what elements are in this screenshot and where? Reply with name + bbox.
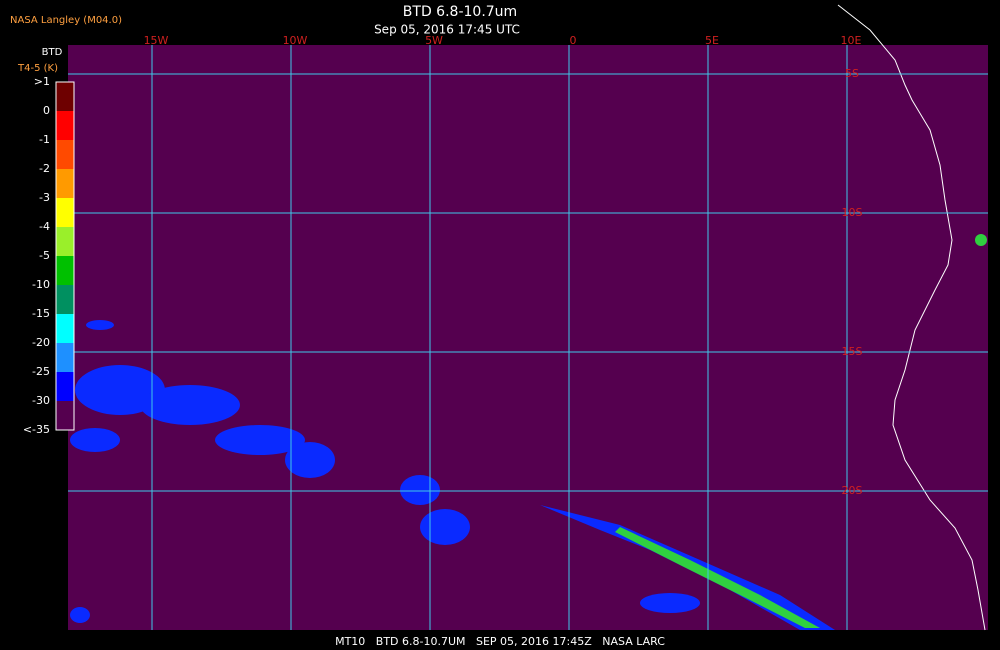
source-label: NASA Langley (M04.0) — [10, 15, 122, 26]
legend-label: -30 — [32, 394, 50, 407]
lat-label: 15S — [842, 345, 863, 358]
cloud — [70, 428, 120, 452]
map-area — [68, 45, 988, 630]
legend-frame — [55, 81, 75, 431]
legend-swatch — [56, 256, 74, 285]
legend-swatch — [56, 169, 74, 198]
legend-label: -10 — [32, 278, 50, 291]
cloud — [975, 234, 987, 246]
cloud — [140, 385, 240, 425]
title: BTD 6.8-10.7um — [403, 4, 517, 20]
lon-label: 0 — [570, 34, 577, 47]
cloud — [400, 475, 440, 505]
subtitle: Sep 05, 2016 17:45 UTC — [374, 23, 520, 37]
cloud — [86, 320, 114, 330]
lon-label: 10E — [841, 34, 862, 47]
legend-swatch — [56, 227, 74, 256]
lon-label: 10W — [283, 34, 308, 47]
legend-label: <-35 — [23, 423, 50, 436]
lon-label: 5E — [705, 34, 719, 47]
legend-swatch — [56, 343, 74, 372]
cloud — [70, 607, 90, 623]
legend-label: -1 — [39, 133, 50, 146]
legend-swatch — [56, 140, 74, 169]
legend-label: -2 — [39, 162, 50, 175]
legend-label: -20 — [32, 336, 50, 349]
legend-swatch — [56, 372, 74, 401]
cloud — [215, 425, 305, 455]
cloud — [640, 593, 700, 613]
lon-label: 5W — [425, 34, 443, 47]
cloud — [420, 509, 470, 545]
legend-label: -5 — [39, 249, 50, 262]
cloud — [285, 442, 335, 478]
legend-label: -3 — [39, 191, 50, 204]
legend-swatch — [56, 198, 74, 227]
lon-label: 15W — [144, 34, 169, 47]
graticule — [68, 45, 988, 630]
legend-swatch — [56, 82, 74, 111]
footer: MT10 BTD 6.8-10.7UM SEP 05, 2016 17:45Z … — [335, 635, 665, 648]
legend-swatch — [56, 401, 74, 430]
legend-swatch — [56, 314, 74, 343]
legend-label: -15 — [32, 307, 50, 320]
legend-label: -25 — [32, 365, 50, 378]
cloud-band-core — [615, 527, 820, 628]
legend-label: -4 — [39, 220, 50, 233]
coastline — [837, 4, 986, 631]
lat-label: 10S — [842, 206, 863, 219]
legend-label: 0 — [43, 104, 50, 117]
legend-swatch — [56, 111, 74, 140]
lat-label: 5S — [845, 67, 859, 80]
legend-unit: T4-5 (K) — [17, 63, 58, 74]
legend-title: BTD — [42, 47, 63, 58]
lat-label: 20S — [842, 484, 863, 497]
legend-swatch — [56, 285, 74, 314]
legend-label: >1 — [34, 75, 50, 88]
